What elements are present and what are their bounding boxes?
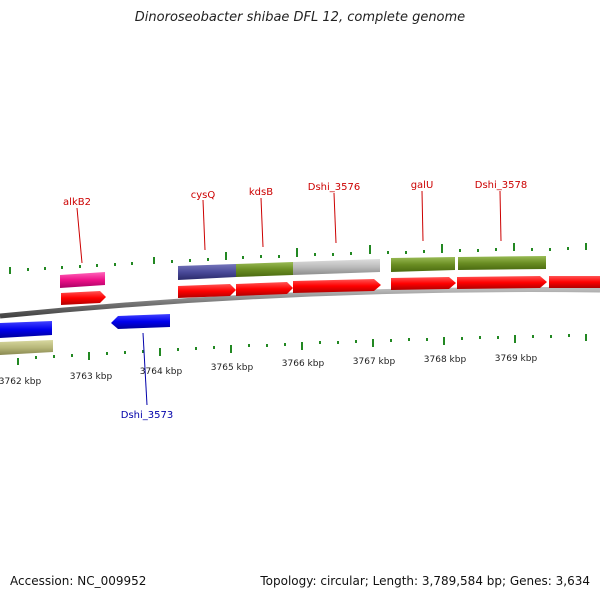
label-leaders bbox=[76, 190, 502, 406]
cds-dshi3578[interactable] bbox=[457, 276, 547, 289]
scale-label-3764: 3764 kbp bbox=[140, 367, 183, 377]
feature-kdsB-olive[interactable] bbox=[236, 262, 293, 277]
feature-dshi3578-olive[interactable] bbox=[458, 256, 546, 270]
cds-galU[interactable] bbox=[391, 277, 456, 290]
gene-label-dshi3578: Dshi_3578 bbox=[475, 180, 527, 191]
scale-label-3767: 3767 kbp bbox=[353, 357, 396, 367]
cds-right-edge[interactable] bbox=[549, 276, 600, 288]
map-title: Dinoroseobacter shibae DFL 12, complete … bbox=[134, 10, 466, 25]
scale-label-3762: 3762 kbp bbox=[0, 377, 41, 387]
feature-left-blue[interactable] bbox=[0, 321, 52, 338]
cds-kdsB[interactable] bbox=[236, 282, 293, 296]
gene-label-galU: galU bbox=[411, 180, 434, 191]
feature-alkB2-pink[interactable] bbox=[60, 272, 105, 288]
scale-label-3768: 3768 kbp bbox=[424, 355, 467, 365]
lower-tick-marks bbox=[17, 334, 587, 365]
gene-label-dshi3576: Dshi_3576 bbox=[308, 182, 360, 193]
scale-label-3769: 3769 kbp bbox=[495, 354, 538, 364]
genome-stats-label: Topology: circular; Length: 3,789,584 bp… bbox=[260, 574, 590, 588]
scale-label-3766: 3766 kbp bbox=[282, 359, 325, 369]
gene-label-alkB2: alkB2 bbox=[63, 197, 91, 208]
feature-left-khaki[interactable] bbox=[0, 340, 53, 355]
cds-alkB2[interactable] bbox=[61, 291, 106, 305]
feature-cysQ-slate[interactable] bbox=[178, 264, 236, 280]
cds-dshi3573-reverse[interactable] bbox=[111, 314, 170, 329]
feature-track bbox=[0, 256, 546, 355]
genome-backbone bbox=[0, 287, 600, 319]
cds-cysQ[interactable] bbox=[178, 284, 236, 298]
accession-label: Accession: NC_009952 bbox=[10, 574, 147, 588]
gene-label-dshi3573: Dshi_3573 bbox=[121, 410, 173, 421]
gene-label-cysQ: cysQ bbox=[191, 190, 216, 201]
cds-track bbox=[61, 276, 600, 329]
feature-galU-olive[interactable] bbox=[391, 257, 455, 272]
feature-dshi3576-grey[interactable] bbox=[293, 259, 380, 275]
gene-label-kdsB: kdsB bbox=[249, 187, 273, 198]
cds-dshi3576[interactable] bbox=[293, 279, 381, 293]
upper-tick-marks bbox=[9, 243, 587, 274]
scale-label-3765: 3765 kbp bbox=[211, 363, 254, 373]
scale-label-3763: 3763 kbp bbox=[70, 372, 113, 382]
